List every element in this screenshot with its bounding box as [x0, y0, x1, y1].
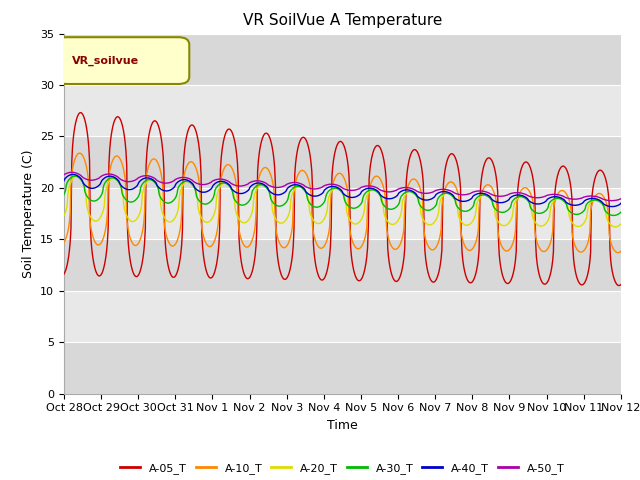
A-50_T: [214, 176, 222, 182]
A-05_T: [128, 266, 136, 272]
A-30_T: [71, 173, 79, 179]
A-50_T: [411, 187, 419, 192]
Text: VR_soilvue: VR_soilvue: [72, 56, 140, 66]
Line: A-50_T: A-50_T: [64, 172, 621, 201]
Line: A-20_T: A-20_T: [64, 176, 621, 227]
A-30_T: [610, 213, 618, 218]
A-20_T: [428, 222, 435, 228]
Bar: [64, 240, 621, 291]
A-20_T: [617, 221, 625, 227]
A-40_T: [428, 196, 435, 202]
A-50_T: [128, 179, 136, 184]
Y-axis label: Soil Temperature (C): Soil Temperature (C): [22, 149, 35, 278]
A-50_T: [60, 172, 68, 178]
Line: A-05_T: A-05_T: [64, 113, 621, 286]
Legend: A-05_T, A-10_T, A-20_T, A-30_T, A-40_T, A-50_T: A-05_T, A-10_T, A-20_T, A-30_T, A-40_T, …: [116, 458, 569, 478]
A-05_T: [428, 277, 435, 283]
A-05_T: [185, 126, 193, 132]
A-05_T: [76, 110, 84, 116]
A-50_T: [607, 198, 615, 204]
A-20_T: [411, 190, 419, 196]
A-10_T: [128, 240, 136, 245]
A-30_T: [185, 179, 193, 185]
A-10_T: [76, 150, 83, 156]
A-40_T: [70, 171, 77, 177]
A-40_T: [411, 190, 419, 196]
Line: A-10_T: A-10_T: [64, 153, 621, 252]
Bar: [64, 85, 621, 136]
A-30_T: [617, 209, 625, 215]
A-30_T: [70, 173, 78, 179]
Bar: [64, 136, 621, 188]
X-axis label: Time: Time: [327, 419, 358, 432]
A-10_T: [60, 240, 68, 245]
A-05_T: [70, 129, 78, 135]
A-50_T: [617, 196, 625, 202]
Bar: [64, 342, 621, 394]
A-30_T: [214, 182, 222, 188]
A-30_T: [411, 191, 419, 197]
A-05_T: [214, 251, 222, 256]
A-10_T: [70, 159, 78, 165]
A-20_T: [612, 224, 620, 230]
Line: A-30_T: A-30_T: [64, 176, 621, 216]
A-50_T: [68, 169, 76, 175]
A-50_T: [185, 176, 193, 181]
Bar: [64, 188, 621, 240]
A-40_T: [617, 201, 625, 206]
A-05_T: [616, 283, 623, 288]
A-10_T: [185, 160, 193, 166]
A-20_T: [214, 188, 222, 194]
A-40_T: [71, 172, 79, 178]
A-30_T: [60, 192, 68, 197]
A-20_T: [60, 213, 68, 218]
A-20_T: [74, 173, 81, 179]
FancyBboxPatch shape: [56, 37, 189, 84]
A-40_T: [214, 179, 222, 185]
A-10_T: [428, 247, 435, 252]
A-05_T: [60, 271, 68, 277]
Title: VR SoilVue A Temperature: VR SoilVue A Temperature: [243, 13, 442, 28]
A-40_T: [609, 204, 616, 209]
Bar: [64, 34, 621, 85]
A-10_T: [411, 177, 419, 182]
A-10_T: [617, 249, 625, 254]
A-10_T: [614, 250, 621, 255]
A-05_T: [617, 282, 625, 288]
A-20_T: [70, 175, 78, 180]
A-30_T: [128, 199, 136, 205]
A-40_T: [185, 178, 193, 183]
A-20_T: [185, 178, 193, 184]
A-10_T: [214, 222, 222, 228]
A-40_T: [128, 186, 136, 192]
A-20_T: [128, 218, 136, 224]
A-40_T: [60, 178, 68, 183]
A-30_T: [428, 207, 435, 213]
Line: A-40_T: A-40_T: [64, 174, 621, 206]
A-50_T: [428, 190, 435, 195]
Bar: [64, 291, 621, 342]
A-05_T: [411, 147, 419, 153]
A-50_T: [71, 170, 79, 176]
